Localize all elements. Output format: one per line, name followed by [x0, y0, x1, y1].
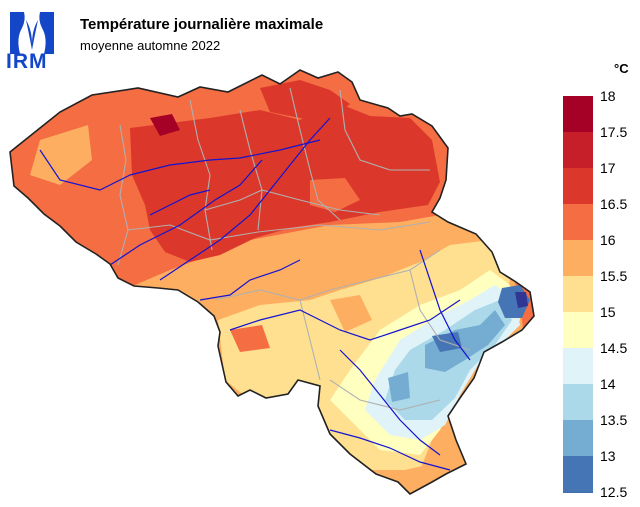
legend-label: 14.5 [600, 340, 628, 356]
zone-12-5 [515, 292, 528, 308]
legend-label: 13.5 [600, 412, 628, 428]
legend-label: 16.5 [600, 196, 628, 212]
legend-swatch [563, 384, 593, 421]
legend-label: 18 [600, 88, 616, 104]
zone-13-5-b [388, 372, 410, 402]
legend-label: 13 [600, 448, 616, 464]
legend-label: 15.5 [600, 268, 628, 284]
legend-label: 14 [600, 376, 616, 392]
legend-swatch [563, 312, 593, 349]
legend-swatch [563, 204, 593, 241]
map-title: Température journalière maximale [80, 16, 324, 33]
legend-swatch [563, 132, 593, 169]
province-boundaries [117, 87, 471, 411]
zone-17-5 [150, 114, 180, 136]
zone-17-north [260, 80, 350, 120]
legend-swatch [563, 96, 593, 133]
legend-unit: °C [614, 61, 629, 76]
legend-swatch [563, 456, 593, 493]
zone-16-coast [30, 125, 92, 185]
logo-text: IRM [6, 50, 48, 73]
legend-swatch [563, 420, 593, 457]
legend-label: 17 [600, 160, 616, 176]
legend-swatch [563, 240, 593, 277]
zone-13-5 [425, 310, 505, 372]
legend-colorbar [563, 96, 593, 493]
legend-swatch [563, 276, 593, 313]
irm-logo [10, 12, 54, 54]
zone-16-south [330, 295, 372, 332]
legend-label: 12.5 [600, 484, 628, 500]
legend-label: 15 [600, 304, 616, 320]
legend-label: 16 [600, 232, 616, 248]
rivers [39, 117, 471, 471]
legend-swatch [563, 348, 593, 385]
zone-16-5-south [230, 325, 270, 352]
legend-swatch [563, 168, 593, 205]
legend-label: 17.5 [600, 124, 628, 140]
map-subtitle: moyenne automne 2022 [80, 38, 221, 53]
